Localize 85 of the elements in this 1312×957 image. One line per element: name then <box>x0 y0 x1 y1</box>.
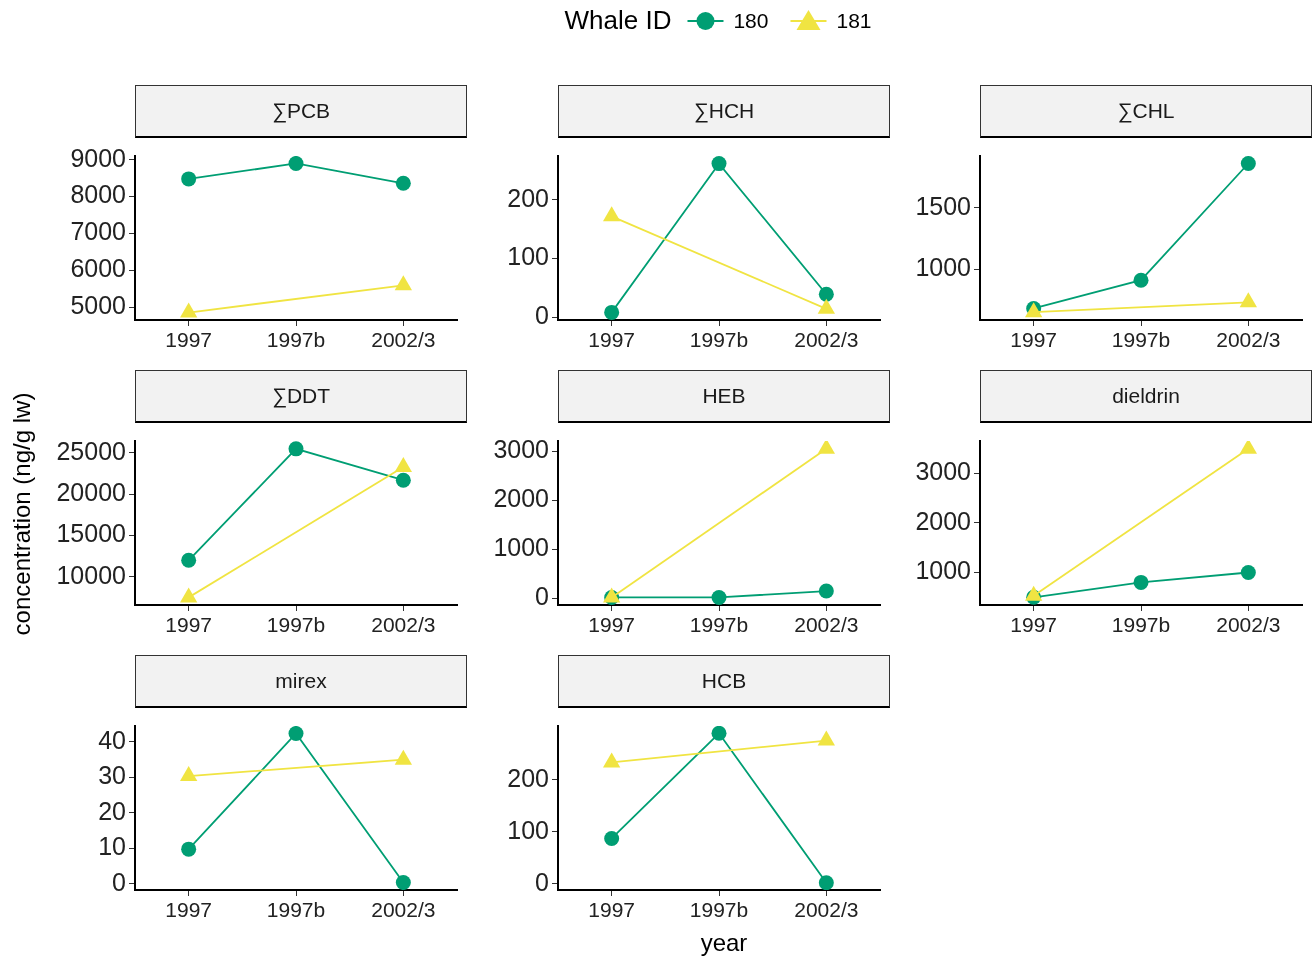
y-tick-label: 0 <box>112 867 126 896</box>
x-tick-label: 2002/3 <box>1216 613 1281 637</box>
y-tick-label: 3000 <box>493 435 549 464</box>
point <box>818 583 834 599</box>
y-tick-label: 1500 <box>915 191 971 220</box>
chart-title: dieldrin <box>980 370 1312 423</box>
y-tick-label: 10000 <box>56 560 126 589</box>
y-tick-label: 20 <box>98 796 126 825</box>
y-tick-label: 0 <box>535 582 549 611</box>
x-tick-label: 1997 <box>165 328 213 352</box>
y-tick-label: 0 <box>535 867 549 896</box>
x-tick-label: 2002/3 <box>371 613 436 637</box>
y-tick-label: 7000 <box>70 217 126 246</box>
y-tick-label: 5000 <box>70 290 126 319</box>
y-tick-label: 30 <box>98 761 126 790</box>
legend-label: 180 <box>733 8 769 33</box>
x-tick-label: 1997b <box>1111 613 1171 637</box>
legend-title: Whale ID <box>564 5 672 36</box>
point <box>181 171 197 187</box>
chart-title: ∑PCB <box>135 85 467 138</box>
y-tick-label: 2000 <box>915 506 971 535</box>
y-tick-label: 3000 <box>915 457 971 486</box>
y-tick-label: 40 <box>98 725 126 754</box>
x-tick-label: 1997 <box>165 613 213 637</box>
point <box>1240 565 1256 581</box>
x-tick-label: 1997b <box>266 613 326 637</box>
point <box>818 286 834 302</box>
chart-title: HEB <box>558 370 890 423</box>
point <box>604 304 620 320</box>
y-tick-label: 200 <box>507 763 549 792</box>
point <box>395 472 411 488</box>
x-axis-title: year <box>700 929 748 957</box>
point <box>711 156 727 172</box>
point <box>711 589 727 605</box>
y-tick-label: 10 <box>98 832 126 860</box>
x-tick-label: 1997 <box>1010 328 1058 352</box>
y-tick-label: 25000 <box>56 436 126 465</box>
x-tick-label: 2002/3 <box>794 613 859 637</box>
y-tick-label: 0 <box>535 300 549 329</box>
x-tick-label: 1997 <box>588 613 636 637</box>
x-tick-label: 1997 <box>1010 613 1058 637</box>
x-tick-label: 2002/3 <box>794 898 859 922</box>
x-tick-label: 1997b <box>689 613 749 637</box>
point <box>1133 272 1149 288</box>
y-tick-label: 100 <box>507 242 549 271</box>
point <box>395 875 411 890</box>
point <box>181 841 197 857</box>
x-tick-label: 2002/3 <box>371 328 436 352</box>
point <box>181 552 197 568</box>
y-tick-label: 200 <box>507 183 549 212</box>
x-tick-label: 1997b <box>266 898 326 922</box>
point <box>1240 156 1256 171</box>
chart-title: ∑DDT <box>135 370 467 423</box>
x-tick-label: 1997b <box>266 328 326 352</box>
x-tick-label: 2002/3 <box>1216 328 1281 352</box>
x-tick-label: 1997 <box>588 328 636 352</box>
chart-title: ∑CHL <box>980 85 1312 138</box>
y-tick-label: 6000 <box>70 254 126 283</box>
x-tick-label: 1997b <box>689 328 749 352</box>
x-tick-label: 1997 <box>165 898 213 922</box>
y-tick-label: 15000 <box>56 519 126 548</box>
y-tick-label: 20000 <box>56 478 126 507</box>
x-tick-label: 1997b <box>1111 328 1171 352</box>
y-tick-label: 8000 <box>70 180 126 209</box>
y-tick-label: 1000 <box>915 253 971 282</box>
point <box>1133 574 1149 590</box>
chart-title: mirex <box>135 655 467 708</box>
x-tick-label: 1997b <box>689 898 749 922</box>
x-tick-label: 1997 <box>588 898 636 922</box>
y-tick-label: 1000 <box>915 556 971 585</box>
legend-label: 181 <box>836 8 872 33</box>
y-axis-title: concentration (ng/g lw) <box>8 392 36 636</box>
x-tick-label: 2002/3 <box>371 898 436 922</box>
y-tick-label: 1000 <box>493 533 549 562</box>
point <box>288 441 304 457</box>
point <box>395 175 411 191</box>
y-tick-label: 100 <box>507 815 549 844</box>
y-tick-label: 2000 <box>493 484 549 513</box>
point <box>288 156 304 171</box>
y-tick-label: 9000 <box>70 143 126 172</box>
point <box>818 875 834 890</box>
chart-title: HCB <box>558 655 890 708</box>
point <box>604 830 620 846</box>
x-tick-label: 2002/3 <box>794 328 859 352</box>
chart-title: ∑HCH <box>558 85 890 138</box>
